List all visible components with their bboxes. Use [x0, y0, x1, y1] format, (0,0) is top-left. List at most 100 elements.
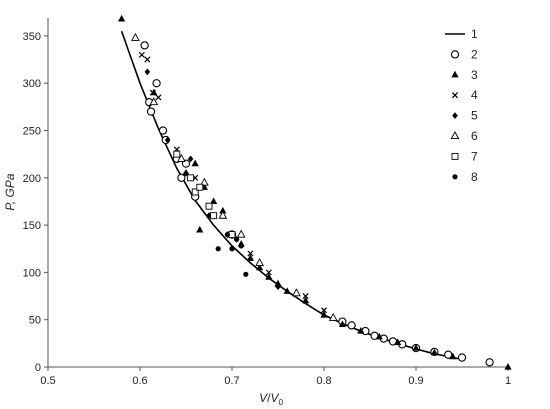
series-3-point: [283, 287, 291, 294]
legend-label-2: 2: [471, 47, 478, 61]
legend-symbol-5: [452, 112, 458, 119]
legend-symbol-8: [452, 174, 458, 180]
x-tick-label: 0.6: [132, 375, 147, 387]
legend-symbol-4: [451, 92, 459, 99]
series-7-point: [205, 202, 213, 210]
series-7-point: [210, 212, 218, 220]
series-7-point: [173, 150, 181, 158]
series-2-point: [457, 353, 467, 362]
x-axis-title-sub: 0: [278, 398, 283, 407]
y-ticks: 0 50 100 150 200 250 300 350: [23, 31, 48, 374]
series-6-point: [177, 153, 186, 162]
x-tick-label: 0.5: [40, 375, 55, 387]
series-1-curve: [120, 30, 463, 361]
series-6-point: [255, 258, 264, 266]
x-ticks: 0.5 0.6 0.7 0.8 0.9 1: [40, 367, 511, 387]
series-4-point: [138, 51, 145, 58]
x-axis-title: V/V0: [259, 391, 283, 407]
y-tick-label: 350: [23, 31, 41, 43]
series-8-point: [215, 246, 221, 252]
legend-symbol-7: [451, 152, 459, 160]
series-4-point: [155, 94, 162, 101]
series-5-point: [187, 155, 194, 163]
legend-symbol-3: [451, 70, 459, 78]
y-tick-label: 50: [29, 315, 41, 327]
series-2-point: [177, 173, 186, 182]
series-8-point: [234, 236, 240, 242]
series-8-point: [224, 231, 230, 238]
series-3-point: [118, 14, 126, 22]
x-tick-label: 0.8: [316, 375, 331, 387]
series-6-point: [236, 229, 246, 238]
y-axis-title: P, GPa: [3, 173, 17, 210]
series-6-point: [292, 288, 301, 297]
series-4-point: [247, 250, 254, 257]
y-tick-label: 0: [35, 362, 41, 374]
series-8-point: [238, 243, 244, 249]
plot-area: [47, 18, 508, 368]
series-3-point: [375, 332, 383, 340]
series-5-point: [275, 283, 281, 290]
curve-layer: [120, 30, 463, 361]
series-3-point: [196, 225, 204, 233]
series-3-point: [357, 327, 365, 334]
series-3-point: [210, 197, 218, 205]
legend-label-3: 3: [471, 68, 478, 82]
legend-label-8: 8: [471, 170, 478, 184]
series-3-point: [246, 254, 254, 261]
series-2-point: [158, 126, 168, 135]
series-3-point: [256, 263, 264, 271]
series-3-point: [338, 320, 346, 328]
series-3-point: [320, 310, 328, 318]
series-6-point: [200, 177, 209, 186]
legend-label-4: 4: [471, 88, 478, 102]
series-6-point: [149, 97, 159, 106]
legend-symbol-6: [450, 131, 460, 140]
series-3-point: [302, 296, 310, 304]
x-axis-title-base: V: [259, 391, 268, 405]
x-tick-label: 1: [505, 375, 511, 387]
series-8-point: [229, 246, 235, 252]
y-tick-label: 200: [23, 173, 41, 185]
series-2-point: [146, 107, 156, 116]
series-3-point: [449, 352, 457, 360]
series-4-point: [144, 56, 151, 63]
series-3-point: [504, 363, 512, 370]
x-axis-title-sub-base: V: [270, 391, 279, 405]
series-3-point: [394, 338, 402, 346]
series-6-point: [218, 210, 228, 219]
series-2-point: [140, 41, 149, 50]
series-3-point: [274, 279, 282, 287]
y-tick-label: 100: [23, 267, 41, 279]
series-4-point: [302, 293, 309, 300]
legend: 1 2 3 4 5 6 7 8: [445, 27, 478, 184]
series-6-point: [131, 32, 140, 41]
series-7-point: [196, 183, 204, 191]
series-2-point: [152, 79, 161, 88]
series-4-point: [149, 89, 156, 96]
series-5-point: [144, 68, 151, 76]
y-tick-label: 300: [23, 78, 41, 90]
series-4-point: [320, 307, 328, 314]
marker-layer: [118, 14, 512, 370]
series-3-point: [219, 206, 227, 214]
legend-label-1: 1: [471, 27, 478, 41]
legend-label-6: 6: [471, 129, 478, 143]
series-3-point: [191, 159, 199, 167]
series-4-point: [265, 269, 272, 276]
series-2-point: [347, 321, 356, 330]
y-tick-label: 150: [23, 220, 41, 232]
legend-label-5: 5: [471, 109, 478, 123]
y-tick-label: 250: [23, 126, 41, 138]
series-3-point: [265, 273, 273, 280]
series-7-point: [191, 188, 199, 196]
series-2-point: [485, 358, 494, 367]
series-7-point: [187, 174, 195, 182]
legend-label-7: 7: [471, 149, 478, 163]
series-5-point: [164, 136, 171, 144]
series-8-point: [243, 271, 249, 277]
series-3-point: [430, 348, 438, 356]
legend-symbol-2: [450, 50, 460, 59]
x-axis-title-slash: /: [267, 391, 271, 405]
